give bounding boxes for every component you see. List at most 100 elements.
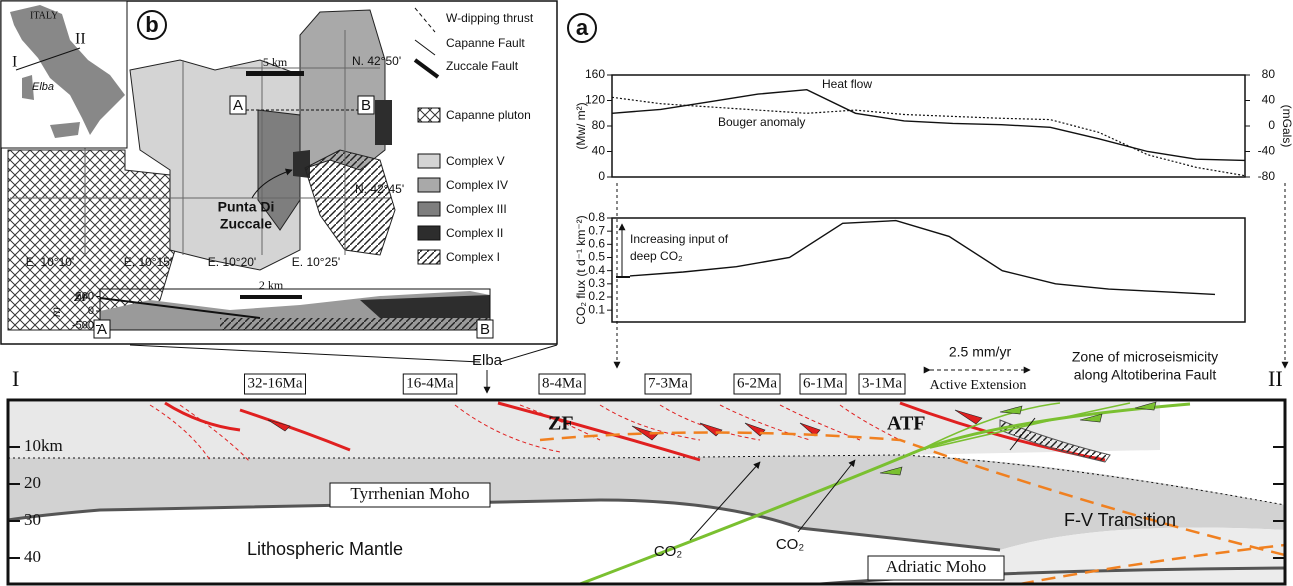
depth-label: 20 (24, 473, 41, 492)
xsec-axis: 500 0 -500 (72, 290, 100, 331)
place-pointer (251, 168, 293, 199)
y-tick-label: 0.5 (588, 250, 605, 264)
elba-connector (129, 344, 481, 363)
inset-marker: II (75, 31, 86, 48)
atf-faults (579, 402, 1191, 586)
section-end-box (476, 319, 494, 339)
longitude-label: E. 10°15' (124, 255, 172, 269)
latitude-label: N. 42°50' (352, 54, 401, 68)
y-axis-label: CO₂ flux (t d⁻¹ km⁻²) (574, 215, 588, 324)
legend-symbol (414, 7, 436, 33)
age-label: 7-3Ma (648, 375, 688, 391)
age-label: 6-2Ma (737, 375, 777, 391)
xsec-fault-label: ZF (73, 290, 89, 304)
legend-label: Capanne Fault (446, 36, 525, 50)
zone-label: Zone of microseismicity (1072, 349, 1218, 365)
age-label: 3-1Ma (862, 375, 902, 391)
co2-arrows (689, 459, 856, 541)
co2-flux-curve (629, 219, 1216, 296)
legend-label: Complex II (446, 226, 503, 240)
section-end: A (97, 321, 107, 338)
xsec-frame (99, 288, 491, 331)
inset-marker: I (12, 54, 17, 71)
section-end-box (93, 319, 111, 339)
complex-iii-area (257, 109, 301, 231)
plot-frame (611, 217, 1246, 323)
age-label: 8-4Ma (542, 375, 582, 391)
legend-symbol (417, 153, 441, 169)
complex-iv-area (299, 9, 386, 171)
zone-pointer (1009, 417, 1036, 451)
y-tick-label: 160 (585, 67, 605, 81)
xsec-complex-ii (360, 295, 490, 318)
bouguer-curve (611, 96, 1246, 177)
xsec-tick-label: 500 (76, 290, 94, 302)
y2-axis-label: (mGals) (1280, 105, 1293, 148)
upper-crust (8, 402, 1160, 458)
tyrrhenian-moho-line (7, 498, 1001, 552)
age-box (799, 373, 847, 395)
xsec-complex-i (220, 318, 490, 330)
annotation: Increasing input of (630, 232, 729, 246)
xsec-tick-label: 0 (88, 305, 94, 317)
legend-symbol (417, 249, 441, 265)
panel-badge (567, 13, 597, 43)
longitude-label: E. 10°20' (208, 255, 256, 269)
y2-tick-label: -80 (1258, 169, 1276, 183)
scale-label: 5 km (263, 55, 288, 69)
conrad-line (8, 454, 1286, 506)
place-label: Punta Di (218, 199, 275, 215)
fault-label: ATF (887, 413, 926, 435)
section-end: B (480, 321, 490, 338)
y-tick-label: 0 (598, 169, 605, 183)
scale-bar (240, 295, 302, 299)
depth-label: 40 (24, 547, 41, 566)
age-box (733, 373, 781, 395)
plot-frame (611, 74, 1246, 178)
section-end: A (233, 97, 243, 114)
longitude-label: E. 10°25' (292, 255, 340, 269)
legend-symbol (417, 201, 441, 217)
y-tick-label: 0.3 (588, 276, 605, 290)
legend-symbol (413, 58, 440, 79)
detachment (1019, 543, 1286, 586)
extension-label: Active Extension (930, 378, 1027, 393)
inset-profile (15, 47, 81, 71)
profile-end: I (12, 366, 19, 391)
y-tick-label: 80 (592, 118, 606, 132)
series-label: Bouger anomaly (718, 115, 805, 129)
y-tick-label: 0.6 (588, 237, 605, 251)
scale-label: 2 km (259, 278, 284, 292)
depth-label: 30 (24, 510, 41, 529)
legend: W-dipping thrust Capanne Fault Zuccale F… (413, 7, 534, 265)
inset-island: Elba (32, 81, 54, 93)
y2-tick-label: 40 (1262, 93, 1276, 107)
y-tick-label: 0.1 (588, 302, 605, 316)
moho-label: Adriatic Moho (886, 557, 987, 576)
panel-badge (137, 10, 167, 40)
panel-b: ITALY I II Elba b 5 km W-dipping thrust … (0, 0, 558, 345)
legend-symbol (417, 107, 441, 123)
y2-tick-label: 0 (1268, 118, 1275, 132)
y-tick-label: 40 (592, 144, 606, 158)
legend-symbol (417, 225, 441, 241)
depth-label: 10km (24, 436, 63, 455)
rate-label: 2.5 mm/yr (949, 344, 1012, 360)
latitude-label: N. 42°45' (355, 182, 404, 196)
co2-label: CO₂ (776, 536, 805, 553)
age-label: 6-1Ma (803, 375, 843, 391)
scale-bar (246, 71, 304, 76)
legend-label: Zuccale Fault (446, 59, 519, 73)
slip-arrows (879, 401, 1157, 476)
y-axis-label: (Mw/ m²) (574, 102, 588, 149)
legend-label: Complex I (446, 250, 500, 264)
inset-country: ITALY (30, 10, 58, 21)
legend-label: Complex V (446, 154, 505, 168)
microseismicity-zone (999, 419, 1111, 463)
longitude-label: E. 10°10' (26, 255, 74, 269)
xsec-fault (99, 297, 261, 319)
legend-label: W-dipping thrust (446, 11, 534, 25)
annotation: deep CO₂ (630, 249, 683, 263)
co2-label: CO₂ (654, 543, 683, 560)
age-label: 32-16Ma (248, 375, 303, 391)
